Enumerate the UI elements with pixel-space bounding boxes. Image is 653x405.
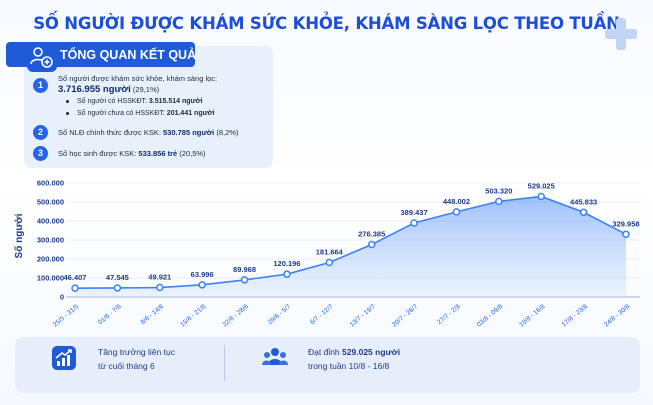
x-tick-label: 15/6 - 21/6 — [179, 303, 208, 329]
data-label: 47.545 — [106, 273, 129, 282]
y-tick-label: 100.000 — [37, 274, 64, 283]
x-tick-label: 10/8 - 16/8 — [518, 303, 547, 329]
x-tick-label: 20/7 - 26/7 — [391, 303, 420, 329]
summary-footer — [15, 337, 640, 393]
data-label: 503.320 — [485, 186, 512, 195]
data-label: 448.002 — [443, 197, 470, 206]
overview-title: TỔNG QUAN KẾT QUẢ — [60, 48, 197, 62]
data-label: 46.407 — [64, 273, 87, 282]
item-number-3: 3 — [33, 146, 48, 161]
data-point — [452, 208, 461, 216]
data-label: 389.437 — [401, 208, 428, 217]
y-tick-label: 300.000 — [37, 236, 64, 245]
x-tick-label: 22/6 - 28/6 — [222, 303, 251, 329]
growth-chart-icon — [52, 346, 76, 370]
data-point — [410, 219, 418, 227]
x-tick-label: 6/7 - 12/7 — [309, 303, 335, 326]
footer-divider — [224, 345, 225, 381]
data-point — [240, 276, 249, 284]
chart-series-line — [74, 195, 627, 289]
x-tick-label: 29/6 - 5/7 — [267, 303, 293, 326]
chart-area-fill — [75, 196, 626, 297]
item-number-2: 2 — [33, 125, 48, 140]
overview-subitem-2: Số người chưa có HSSKĐT: 201.441 người — [66, 110, 215, 117]
data-label: 120.196 — [273, 259, 300, 268]
data-label: 276.385 — [358, 229, 385, 238]
data-point — [198, 281, 206, 289]
page-title: SỐ NGƯỜI ĐƯỢC KHÁM SỨC KHỎE, KHÁM SÀNG L… — [33, 14, 620, 33]
people-icon — [262, 345, 288, 369]
overview-item-1-label: Số người được khám sức khỏe, khám sàng l… — [58, 74, 218, 83]
data-point — [156, 283, 164, 292]
y-tick-label: 600.000 — [37, 179, 64, 188]
x-tick-label: 13/7 - 19/7 — [349, 303, 378, 329]
footer-growth-text: Tăng trưởng liên tục từ cuối tháng 6 — [98, 347, 175, 371]
data-label: 445.833 — [570, 197, 597, 206]
data-label: 63.996 — [191, 270, 214, 279]
data-point — [367, 240, 376, 249]
people-group-icon — [27, 42, 57, 72]
x-tick-label: 03/8 - 09/8 — [476, 303, 505, 329]
y-tick-label: 0 — [60, 293, 64, 302]
data-label: 49.921 — [148, 273, 171, 282]
overview-item-3: Số học sinh được KSK: 533.856 trẻ (20,5%… — [58, 149, 206, 158]
item-number-1: 1 — [33, 78, 48, 93]
overview-item-1-value: 3.716.955 người (29,1%) — [58, 84, 160, 95]
x-tick-label: 24/8 - 30/8 — [603, 303, 632, 329]
overview-subitem-1: Số người có HSSKĐT: 3.515.514 người — [66, 98, 203, 105]
y-tick-label: 200.000 — [37, 255, 64, 264]
data-point — [325, 258, 334, 267]
y-tick-label: 500.000 — [37, 198, 64, 207]
data-label: 329.958 — [612, 219, 639, 228]
data-point — [537, 192, 545, 201]
data-label: 529.025 — [528, 181, 555, 190]
y-axis-label: Số người — [13, 213, 25, 258]
overview-item-2: Số NLĐ chính thức được KSK: 530.785 ngườ… — [58, 128, 239, 137]
data-label: 89.968 — [233, 265, 256, 274]
x-tick-label: 27/7 - 2/8 — [436, 303, 462, 326]
data-point — [622, 230, 630, 239]
x-tick-label: 17/8 - 23/8 — [561, 303, 590, 329]
x-tick-label: 25/5 - 31/5 — [52, 303, 81, 329]
data-point — [71, 284, 79, 292]
data-label: 181.664 — [316, 247, 344, 256]
data-point — [113, 284, 122, 292]
x-tick-label: 01/6 - 7/6 — [97, 303, 123, 326]
data-point — [495, 197, 503, 206]
data-point — [579, 208, 588, 217]
medical-cross-icon — [605, 18, 637, 50]
x-tick-label: 8/6 - 14/6 — [140, 303, 166, 326]
footer-peak-text: Đạt đỉnh 529.025 người trong tuần 10/8 - … — [308, 347, 401, 371]
data-point — [283, 270, 291, 278]
y-tick-label: 400.000 — [37, 217, 64, 226]
